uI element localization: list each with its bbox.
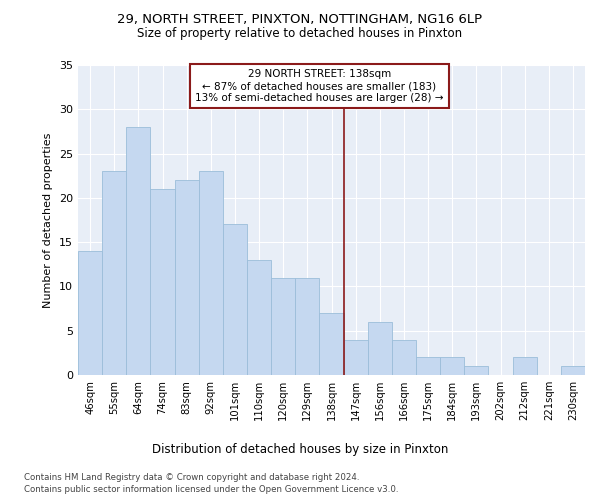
- Bar: [199, 172, 223, 375]
- Bar: [512, 358, 537, 375]
- Bar: [440, 358, 464, 375]
- Text: 29, NORTH STREET, PINXTON, NOTTINGHAM, NG16 6LP: 29, NORTH STREET, PINXTON, NOTTINGHAM, N…: [118, 12, 482, 26]
- Bar: [175, 180, 199, 375]
- Text: Contains public sector information licensed under the Open Government Licence v3: Contains public sector information licen…: [24, 485, 398, 494]
- Text: Contains HM Land Registry data © Crown copyright and database right 2024.: Contains HM Land Registry data © Crown c…: [24, 472, 359, 482]
- Text: 29 NORTH STREET: 138sqm
← 87% of detached houses are smaller (183)
13% of semi-d: 29 NORTH STREET: 138sqm ← 87% of detache…: [195, 70, 443, 102]
- Bar: [464, 366, 488, 375]
- Bar: [78, 251, 102, 375]
- Bar: [151, 189, 175, 375]
- Bar: [126, 127, 151, 375]
- Bar: [561, 366, 585, 375]
- Text: Size of property relative to detached houses in Pinxton: Size of property relative to detached ho…: [137, 28, 463, 40]
- Bar: [271, 278, 295, 375]
- Bar: [392, 340, 416, 375]
- Bar: [319, 313, 344, 375]
- Bar: [295, 278, 319, 375]
- Bar: [247, 260, 271, 375]
- Bar: [416, 358, 440, 375]
- Bar: [102, 172, 126, 375]
- Text: Distribution of detached houses by size in Pinxton: Distribution of detached houses by size …: [152, 442, 448, 456]
- Bar: [223, 224, 247, 375]
- Y-axis label: Number of detached properties: Number of detached properties: [43, 132, 53, 308]
- Bar: [368, 322, 392, 375]
- Bar: [344, 340, 368, 375]
